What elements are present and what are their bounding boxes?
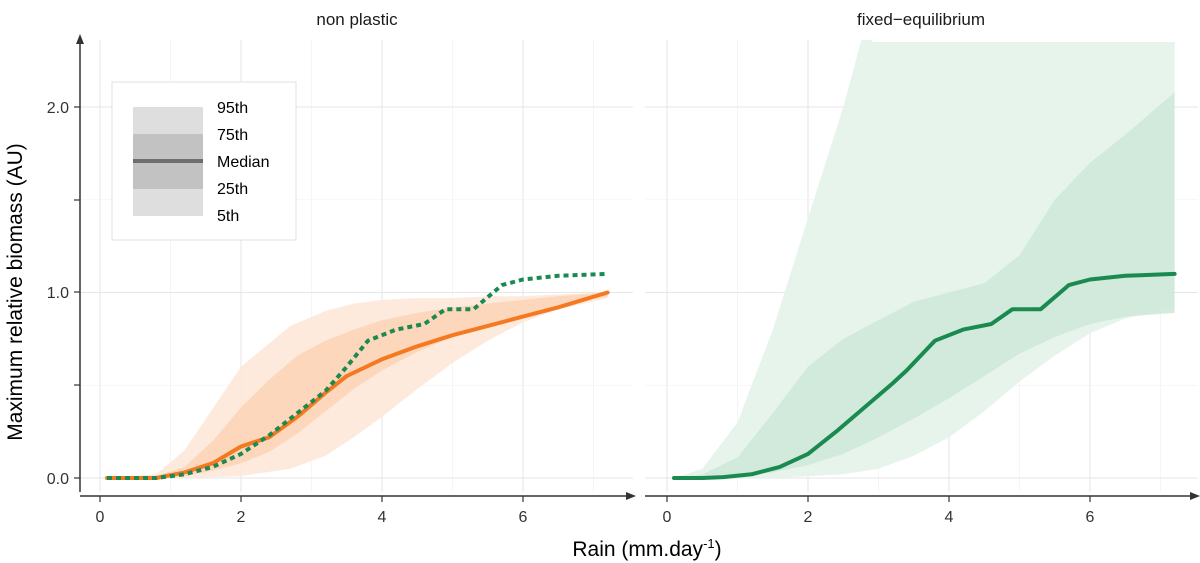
series-line-green-dotted [107,271,608,480]
x-axis-title-main: Rain (mm.day [572,538,703,561]
x-axis-title: Rain (mm.day-1) [572,536,721,561]
series-line-orange-solid [105,290,610,480]
x-tick-label: 4 [378,509,387,526]
x-tick-label: 0 [663,509,672,526]
band-25th-75th [107,292,608,478]
x-axis-title-close: ) [715,538,722,561]
series-line-green-solid [672,271,1177,480]
y-axis-title: Maximum relative biomass (AU) [4,143,27,441]
legend-label-95th: 95th [217,100,248,117]
x-axis-right: 0 2 4 6 [645,492,1200,526]
x-tick-label: 2 [804,509,813,526]
legend: 95th 75th Median 25th 5th [111,81,297,241]
x-axis-title-superscript: -1 [703,536,715,551]
x-tick-label: 6 [519,509,528,526]
legend-label-5th: 5th [217,208,239,225]
y-tick-label: 2.0 [47,100,69,117]
x-tick-label: 4 [945,509,954,526]
strip-label-non-plastic: non plastic [316,10,398,29]
y-axis-arrow-icon [76,34,84,44]
y-tick-label: 1.0 [47,285,69,302]
y-axis: 0.0 1.0 2.0 [47,34,84,492]
x-axis-left: 0 2 4 6 [80,492,636,526]
x-axis-arrow-icon [626,492,636,500]
panel-fixed-equilibrium [645,40,1198,492]
panel-data-layer [672,40,1198,480]
y-tick-label: 0.0 [47,471,69,488]
x-tick-label: 6 [1086,509,1095,526]
legend-label-75th: 75th [217,127,248,144]
band-25th-75th [674,92,1175,478]
band-5th-95th [674,40,1175,478]
x-axis-arrow-icon [1190,492,1200,500]
panel-data-layer [105,271,610,480]
x-tick-label: 2 [237,509,246,526]
legend-label-median: Median [217,154,269,171]
legend-label-25th: 25th [217,181,248,198]
strip-label-fixed-equilibrium: fixed−equilibrium [857,10,985,29]
x-tick-label: 0 [96,509,105,526]
